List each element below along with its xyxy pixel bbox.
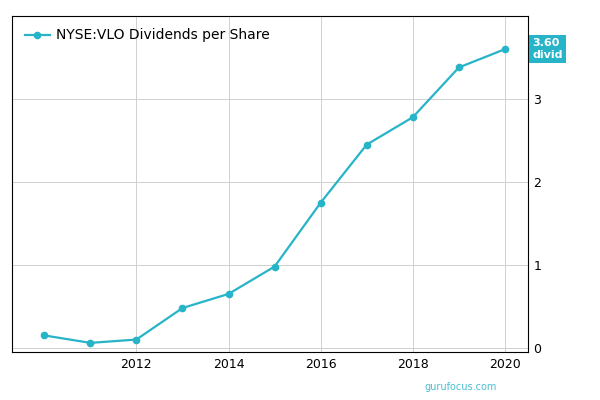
Text: 3.60
divid: 3.60 divid <box>532 38 563 60</box>
Text: gurufocus.com: gurufocus.com <box>425 382 497 392</box>
Legend: NYSE:VLO Dividends per Share: NYSE:VLO Dividends per Share <box>19 23 276 48</box>
